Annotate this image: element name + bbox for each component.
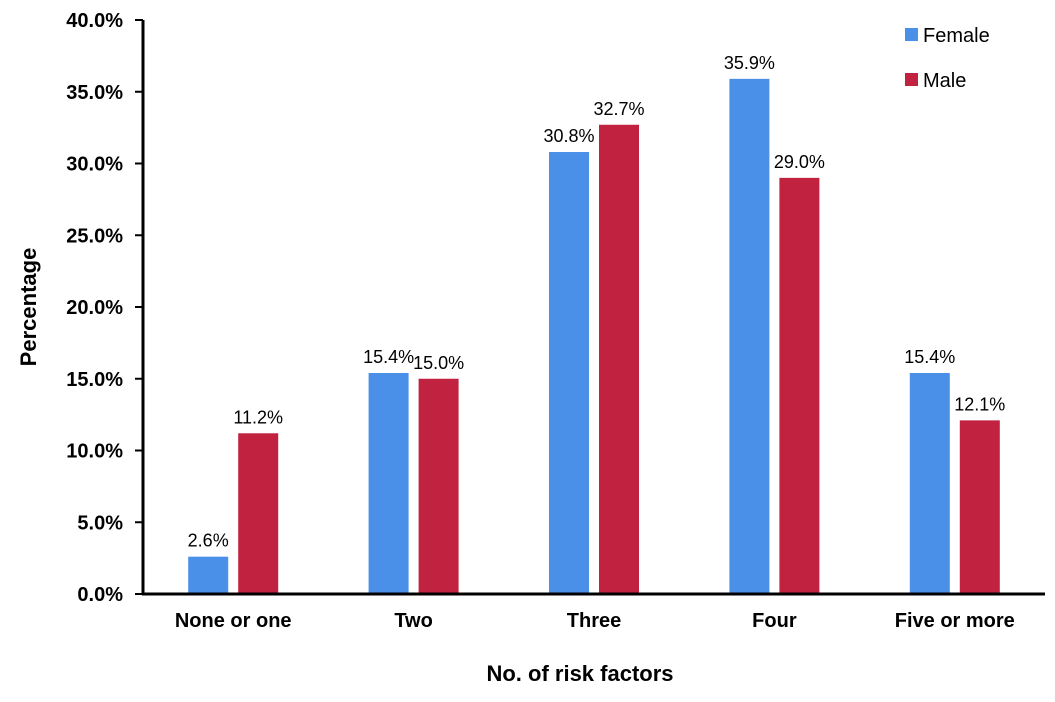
bar-female bbox=[188, 556, 229, 594]
data-label-female: 15.4% bbox=[904, 347, 955, 367]
y-tick-label: 15.0% bbox=[66, 369, 123, 391]
x-tick-label: Four bbox=[752, 610, 797, 632]
bar-male bbox=[238, 433, 279, 594]
bar-male bbox=[599, 124, 639, 594]
bar-male bbox=[779, 177, 820, 594]
y-tick-label: 20.0% bbox=[66, 297, 123, 319]
data-label-female: 35.9% bbox=[724, 53, 775, 73]
data-label-male: 15.0% bbox=[413, 353, 464, 373]
legend-label-female: Female bbox=[923, 25, 990, 47]
legend-label-male: Male bbox=[923, 70, 966, 92]
legend: Female Male bbox=[905, 25, 990, 92]
data-label-male: 12.1% bbox=[954, 394, 1005, 414]
y-tick-label: 5.0% bbox=[77, 512, 123, 534]
y-tick-label: 10.0% bbox=[66, 441, 123, 463]
x-tick-label: Five or more bbox=[895, 610, 1015, 632]
y-tick-label: 25.0% bbox=[66, 225, 123, 247]
y-tick-label: 0.0% bbox=[77, 584, 123, 606]
data-label-male: 11.2% bbox=[233, 407, 283, 427]
data-label-female: 15.4% bbox=[363, 347, 414, 367]
data-label-male: 29.0% bbox=[774, 152, 825, 172]
bar-female bbox=[368, 373, 409, 594]
y-axis-title: Percentage bbox=[16, 248, 41, 367]
x-axis-title: No. of risk factors bbox=[486, 661, 673, 686]
x-tick-label: Two bbox=[394, 610, 433, 632]
bar-female bbox=[729, 78, 770, 594]
bar-male bbox=[959, 420, 1000, 594]
y-tick-label: 40.0% bbox=[66, 10, 123, 32]
bar-female bbox=[909, 373, 950, 594]
y-axis-ticks: 0.0% 5.0% 10.0% 15.0% 20.0% 25.0% 30.0% 35.0% 40… bbox=[66, 10, 143, 606]
y-tick-label: 30.0% bbox=[66, 154, 123, 176]
data-label-male: 32.7% bbox=[593, 99, 644, 119]
x-axis-tick-labels: None or one Two Three Four Five or more bbox=[175, 610, 1015, 632]
bar-female bbox=[549, 152, 589, 594]
x-tick-label: None or one bbox=[175, 610, 292, 632]
data-labels: 2.6%11.2%15.4%15.0%30.8%32.7%35.9%29.0%1… bbox=[188, 53, 1006, 551]
data-label-female: 2.6% bbox=[188, 531, 229, 551]
bars bbox=[188, 78, 1000, 594]
bar-male bbox=[418, 378, 459, 594]
legend-swatch-male bbox=[905, 73, 918, 86]
data-label-female: 30.8% bbox=[543, 126, 594, 146]
x-tick-label: Three bbox=[567, 610, 621, 632]
y-tick-label: 35.0% bbox=[66, 82, 123, 104]
legend-swatch-female bbox=[905, 28, 918, 41]
